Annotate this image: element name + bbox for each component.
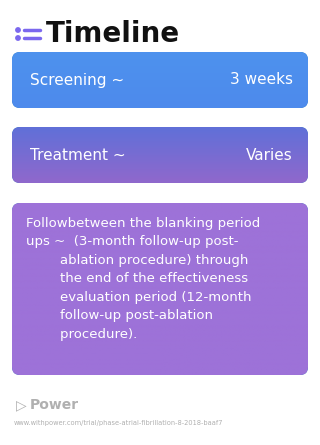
Text: Timeline: Timeline [46, 20, 180, 48]
Text: www.withpower.com/trial/phase-atrial-fibrillation-8-2018-baaf7: www.withpower.com/trial/phase-atrial-fib… [14, 420, 223, 426]
FancyBboxPatch shape [12, 52, 308, 108]
Text: ▷: ▷ [16, 398, 27, 412]
Text: Followbetween the blanking period
ups ~  (3-month follow-up post-
        ablati: Followbetween the blanking period ups ~ … [26, 217, 260, 341]
Text: 3 weeks: 3 weeks [230, 73, 293, 88]
Text: Power: Power [30, 398, 79, 412]
Text: Treatment ~: Treatment ~ [30, 147, 126, 162]
Text: Screening ~: Screening ~ [30, 73, 124, 88]
FancyBboxPatch shape [12, 127, 308, 183]
Circle shape [16, 36, 20, 40]
Circle shape [16, 28, 20, 32]
FancyBboxPatch shape [12, 203, 308, 375]
Text: Varies: Varies [246, 147, 293, 162]
